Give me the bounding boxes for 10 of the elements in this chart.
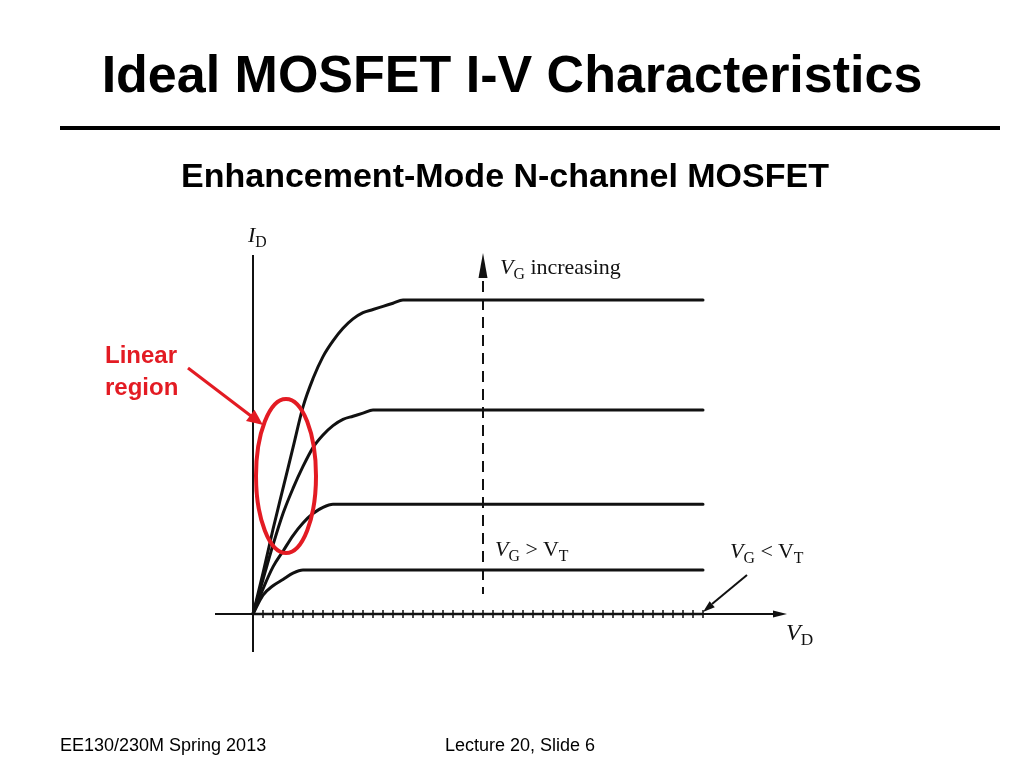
annotation: V$_{G}$ > V$_{T}$ — [495, 536, 569, 564]
text: Lecture 20, Slide 6 — [445, 735, 596, 755]
text: Linear region — [105, 340, 180, 402]
text: V$_{G}$ < V$_{T}$ — [730, 538, 804, 566]
x-axis-title: V$_{D}$ — [786, 619, 814, 650]
text: V$_{G}$ increasing — [500, 254, 621, 282]
chart-subtitle: Enhancement-Mode N-channel MOSFET — [180, 156, 830, 194]
text: EE130/230M Spring 2013 — [60, 735, 267, 755]
chart-title: Ideal MOSFET I-V Characteristics — [100, 45, 924, 103]
y-axis-title: I$_{D}$ — [248, 222, 267, 250]
